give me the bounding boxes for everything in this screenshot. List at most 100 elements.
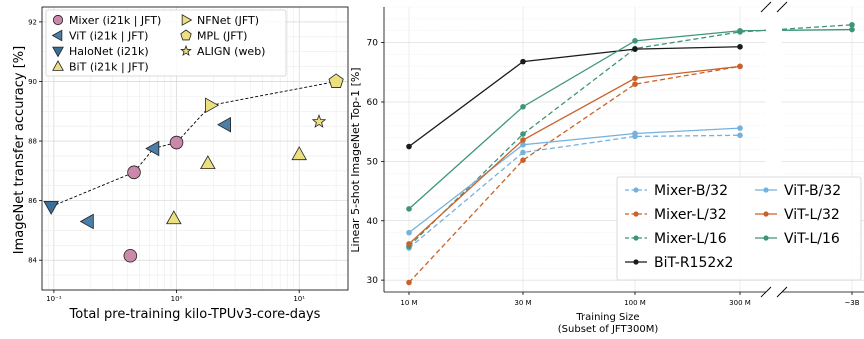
vit-b-32-legend-label: ViT-B/32 [784, 183, 841, 199]
mixer-b-32-point [737, 132, 743, 139]
halonet-i21k-legend-marker [52, 46, 64, 58]
right-y-tick-label: 50 [367, 157, 379, 167]
vit-b-32-point [406, 229, 412, 236]
vit-i21k-jft-legend-label: ViT (i21k | JFT) [69, 30, 148, 43]
mixer-i21k-jft-legend-marker [52, 14, 64, 26]
vit-l-16-point [520, 103, 526, 110]
mixer-b-32-legend-marker [633, 187, 639, 193]
right-ticks: 30 40 50 60 70 10 M 30 M 100 M 300 M ~3B [367, 39, 860, 307]
align-web-legend-marker [180, 44, 192, 56]
mixer-l-32-legend-label: Mixer-L/32 [654, 207, 727, 223]
vit-b-32-point [520, 141, 526, 148]
bit-i21k-jft-legend-label: BiT (i21k | JFT) [69, 61, 149, 74]
vit-l-32-legend-marker [763, 211, 769, 217]
vit-i21k-jft-point [145, 140, 160, 157]
left-y-tick-label: 88 [28, 138, 37, 146]
align-web-legend-label: ALIGN (web) [197, 45, 265, 58]
halonet-i21k-legend-label: HaloNet (i21k) [69, 45, 149, 58]
mixer-i21k-jft-legend-label: Mixer (i21k | JFT) [69, 14, 161, 27]
right-x-tick-label: 10 M [400, 299, 417, 307]
bit-i21k-jft-point [291, 146, 308, 161]
vit-l-16-point [849, 26, 855, 33]
right-x-axis-label: Training Size [575, 312, 639, 323]
mixer-l-32-point [406, 279, 412, 286]
right-x-tick-label: 300 M [729, 299, 751, 307]
left-y-axis-label: ImageNet transfer accuracy [%] [12, 46, 27, 254]
right-y-tick-label: 60 [367, 98, 379, 108]
bit-r152x2-point [406, 143, 412, 150]
vit-i21k-jft-point [217, 116, 231, 133]
axis-break-mark [776, 1, 788, 13]
left-marks [43, 73, 344, 263]
bit-r152x2-legend-label: BiT-R152x2 [654, 255, 733, 271]
mixer-l-16-line [739, 29, 767, 33]
vit-i21k-jft-point [79, 213, 94, 230]
bit-i21k-jft-point [200, 155, 216, 170]
bit-r152x2-line [408, 46, 741, 148]
axis-break-mark [760, 1, 772, 13]
right-y-tick-label: 30 [367, 276, 379, 286]
mixer-b-32-point [520, 149, 526, 156]
mixer-i21k-jft-point [123, 248, 138, 263]
right-y-tick-label: 70 [367, 39, 379, 49]
axis-break-mark [760, 286, 772, 298]
halonet-i21k-point [43, 200, 59, 215]
vit-b-32-point [737, 125, 743, 131]
left-y-tick-label: 92 [28, 18, 37, 26]
left-x-tick-label: 10⁻¹ [46, 295, 62, 303]
mixer-b-32-legend-label: Mixer-B/32 [654, 183, 728, 199]
right-x-tick-label: ~3B [844, 299, 859, 307]
bit-i21k-jft-legend-marker [52, 60, 64, 71]
mixer-l-16-legend-marker [633, 235, 639, 241]
mixer-l-32-line [408, 65, 741, 283]
vit-l-16-point [406, 206, 412, 212]
left-legend-box [45, 9, 287, 77]
vit-l-16-legend-label: ViT-L/16 [784, 231, 840, 247]
right-grid [384, 6, 864, 292]
mixer-l-16-point [520, 131, 526, 137]
vit-l-16-legend-marker [763, 235, 769, 241]
right-plot-frame [383, 1, 864, 298]
bit-r152x2-point [520, 58, 526, 65]
right-legend-box [616, 176, 862, 281]
left-y-tick-label: 90 [28, 78, 37, 86]
right-lines [406, 22, 855, 286]
mixer-l-32-point [632, 81, 638, 87]
vit-b-32-line [408, 127, 741, 234]
pareto-frontier-line [50, 81, 337, 208]
mixer-i21k-jft-point [127, 165, 141, 180]
vit-l-32-point [406, 241, 412, 247]
mixer-l-32-point [520, 157, 526, 163]
left-x-axis-label: Total pre-training kilo-TPUv3-core-days [69, 307, 321, 322]
vit-l-32-point [520, 137, 526, 143]
right-y-axis-label: Linear 5-shot ImageNet Top-1 [%] [349, 67, 362, 252]
vit-l-32-point [632, 75, 638, 82]
mixer-l-32-legend-marker [633, 211, 639, 217]
right-legend: Mixer-B/32 Mixer-L/32 Mixer-L/16 BiT-R152x2… [616, 176, 862, 281]
bit-r152x2-point [632, 46, 638, 52]
vit-l-16-point [737, 27, 743, 34]
bit-r152x2-legend-marker [633, 259, 639, 265]
mixer-b-32-line [408, 134, 741, 249]
nfnet-jft-point [205, 97, 220, 114]
left-x-tick-label: 10⁰ [171, 295, 183, 303]
bit-r152x2-point [737, 43, 743, 50]
vit-l-32-line [408, 65, 741, 245]
right-y-tick-label: 40 [367, 217, 379, 227]
right-x-tick-label: 30 M [514, 299, 531, 307]
left-legend: Mixer (i21k | JFT) ViT (i21k | JFT) HaloNe… [45, 9, 287, 77]
left-frontier [50, 81, 337, 208]
right-x-axis-label-2: (Subset of JFT300M) [558, 324, 659, 335]
align-web-point [311, 114, 327, 128]
mixer-l-16-line [408, 31, 741, 247]
bit-i21k-jft-point [165, 210, 182, 225]
vit-l-16-line [408, 30, 741, 210]
vit-l-16-point [632, 38, 638, 44]
vit-b-32-point [632, 130, 638, 137]
vit-b-32-legend-marker [763, 187, 769, 193]
mpl-jft-legend-label: MPL (JFT) [197, 30, 247, 43]
left-ticks: 84 86 88 90 92 10⁻¹ 10⁰ 10¹ [28, 18, 305, 303]
nfnet-jft-legend-marker [181, 14, 193, 26]
left-plot-frame [41, 6, 349, 291]
